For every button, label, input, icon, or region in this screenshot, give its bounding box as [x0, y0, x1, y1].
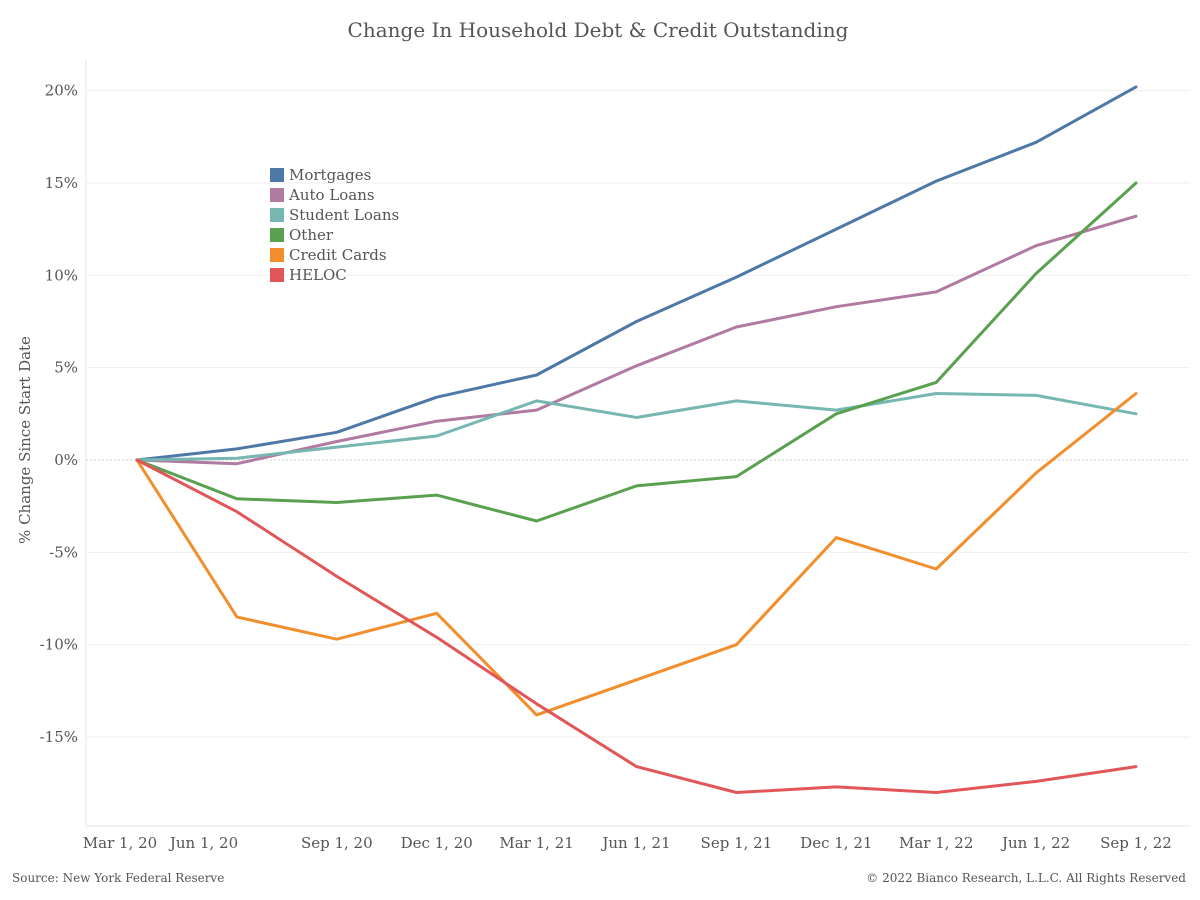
x-tick-label: Dec 1, 20	[401, 834, 473, 852]
copyright-note: © 2022 Bianco Research, L.L.C. All Right…	[866, 871, 1186, 885]
y-axis-ticks: 20% 15% 10% 5% 0% -5% -10% -15%	[40, 82, 78, 746]
y-axis-title: % Change Since Start Date	[16, 336, 34, 544]
legend-swatch	[270, 208, 284, 222]
series-line-credit-cards	[135, 392, 1138, 717]
x-tick-label: Sep 1, 22	[1100, 834, 1172, 852]
y-tick-label: 15%	[45, 174, 78, 192]
legend-label: Other	[289, 226, 334, 244]
y-tick-label: 10%	[45, 266, 78, 284]
y-tick-label: 0%	[54, 451, 78, 469]
x-axis-ticks: Mar 1, 20 Jun 1, 20 Sep 1, 20 Dec 1, 20 Mar …	[83, 834, 1172, 852]
x-tick-label: Jun 1, 21	[600, 834, 670, 852]
legend-label: HELOC	[289, 266, 347, 284]
legend: Mortgages Auto Loans Student Loans Other Cre…	[270, 166, 399, 284]
legend-swatch	[270, 248, 284, 262]
series-line-student-loans	[135, 392, 1138, 462]
x-tick-label: Sep 1, 20	[301, 834, 373, 852]
legend-label: Auto Loans	[288, 186, 375, 204]
x-tick-label: Jun 1, 20	[168, 834, 238, 852]
x-tick-label: Dec 1, 21	[800, 834, 872, 852]
series-line-auto-loans	[135, 214, 1138, 466]
y-tick-label: -10%	[40, 636, 78, 654]
y-tick-label: -5%	[49, 543, 78, 561]
chart-title: Change In Household Debt & Credit Outsta…	[348, 18, 849, 42]
legend-label: Mortgages	[289, 166, 371, 184]
x-tick-label: Mar 1, 22	[899, 834, 973, 852]
y-tick-label: 20%	[45, 82, 78, 100]
x-tick-label: Sep 1, 21	[701, 834, 773, 852]
source-note: Source: New York Federal Reserve	[12, 871, 224, 885]
x-tick-label: Mar 1, 20	[83, 834, 157, 852]
legend-swatch	[270, 228, 284, 242]
legend-label: Credit Cards	[289, 246, 387, 264]
y-tick-label: -15%	[40, 728, 78, 746]
series-line-mortgages	[135, 85, 1138, 462]
legend-swatch	[270, 168, 284, 182]
series-lines	[135, 85, 1138, 794]
gridlines	[86, 90, 1190, 738]
series-line-other	[135, 181, 1138, 523]
legend-swatch	[270, 268, 284, 282]
y-tick-label: 5%	[54, 359, 78, 377]
series-line-heloc	[135, 458, 1138, 794]
x-tick-label: Jun 1, 22	[1000, 834, 1070, 852]
legend-swatch	[270, 188, 284, 202]
legend-label: Student Loans	[289, 206, 399, 224]
x-tick-label: Mar 1, 21	[499, 834, 573, 852]
